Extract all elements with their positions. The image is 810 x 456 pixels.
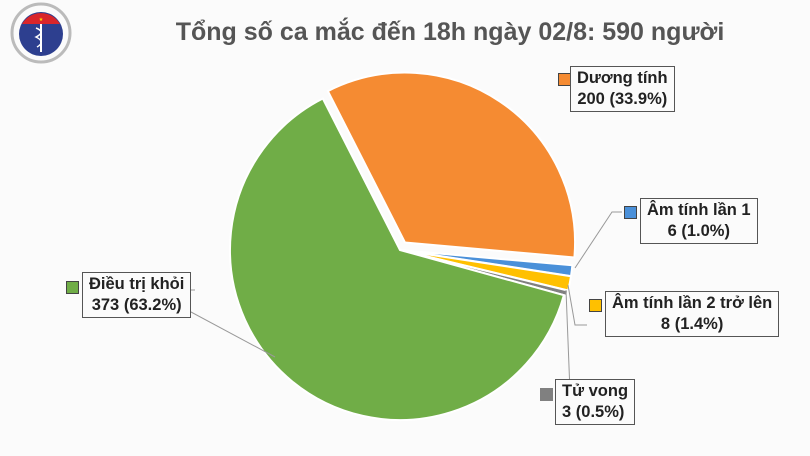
label-duong-tinh: Dương tính 200 (33.9%): [570, 66, 675, 112]
label-name: Âm tính lần 2 trở lên: [612, 294, 773, 312]
legend-swatch-dieu-tri-khoi: [66, 281, 79, 294]
label-name: Tử vong: [562, 382, 629, 400]
leader-line-1: [574, 211, 622, 269]
label-am-tinh-lan-1: Âm tính lần 1 6 (1.0%): [640, 198, 758, 244]
label-name: Dương tính: [577, 69, 668, 87]
leader-line-2: [567, 284, 587, 326]
ministry-of-health-logo: ★: [10, 2, 72, 64]
label-name: Âm tính lần 1: [647, 201, 751, 219]
legend-swatch-tu-vong: [540, 388, 553, 401]
label-value: 200 (33.9%): [577, 90, 668, 108]
label-value: 373 (63.2%): [91, 296, 182, 314]
chart-title: Tổng số ca mắc đến 18h ngày 02/8: 590 ng…: [175, 18, 725, 46]
pie-slice-0: [326, 71, 576, 259]
label-tu-vong: Tử vong 3 (0.5%): [555, 379, 636, 425]
legend-swatch-am-tinh-1: [624, 206, 637, 219]
label-value: 8 (1.4%): [660, 315, 724, 333]
leader-line-3: [565, 289, 571, 393]
label-value: 6 (1.0%): [667, 222, 730, 240]
label-dieu-tri-khoi: Điều trị khỏi 373 (63.2%): [82, 272, 192, 318]
pie-slice-4: [229, 97, 566, 421]
label-name: Điều trị khỏi: [89, 275, 185, 293]
svg-text:★: ★: [39, 17, 44, 23]
label-am-tinh-lan-2: Âm tính lần 2 trở lên 8 (1.4%): [605, 291, 780, 337]
label-value: 3 (0.5%): [562, 403, 625, 421]
legend-swatch-am-tinh-2: [589, 299, 602, 312]
